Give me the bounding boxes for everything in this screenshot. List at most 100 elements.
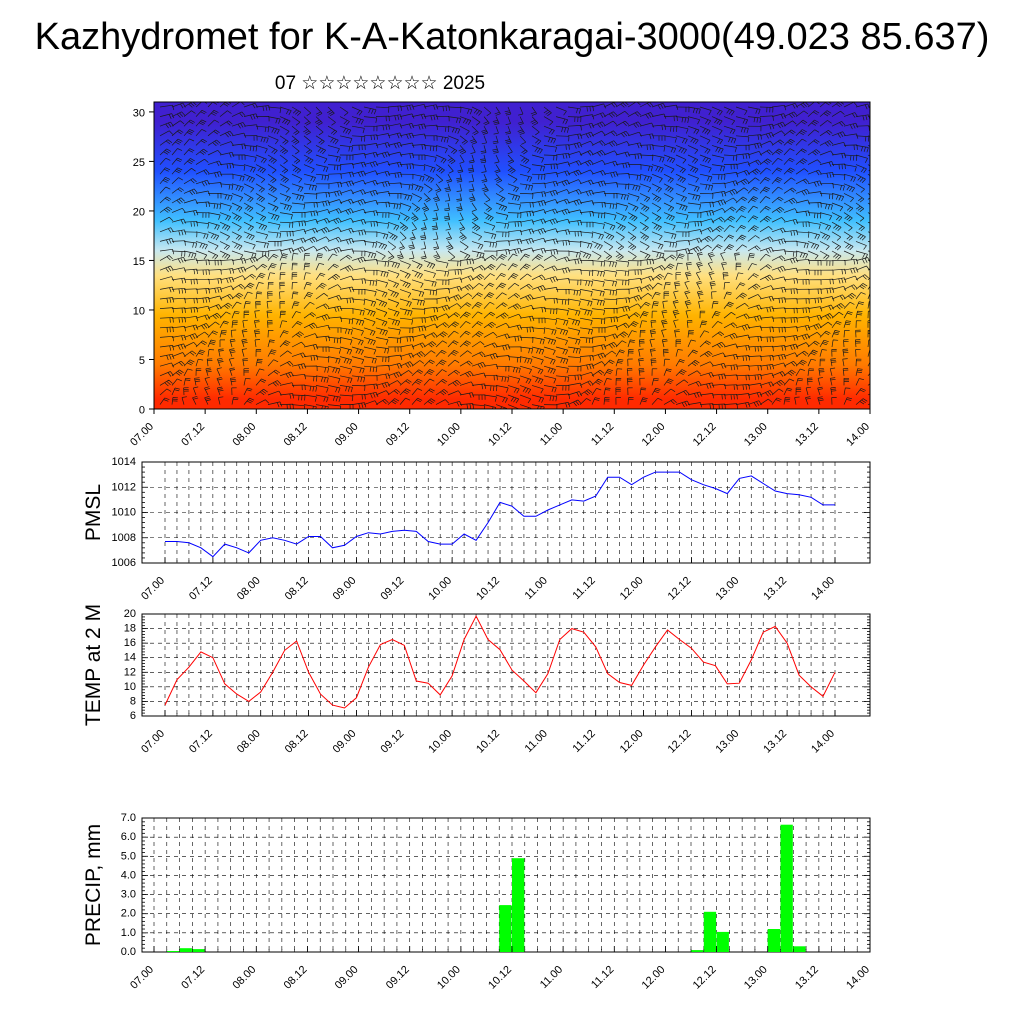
x-tick-label: 09.12 [384, 421, 412, 449]
temp-panel: 6 8 10 12 14 16 18 20 07.00 07.12 08.00 08.12 09.00 0… [82, 604, 871, 756]
x-tick-label: 07.00 [128, 421, 156, 449]
x-tick-label: 08.12 [283, 575, 311, 603]
x-tick-label: 09.00 [333, 964, 361, 992]
chart-subtitle: 07 ☆☆☆☆☆☆☆☆ 2025 [274, 73, 486, 94]
x-tick-label: 07.12 [179, 421, 207, 449]
y-tick-label: 15 [133, 256, 145, 268]
x-tick-label: 08.12 [282, 964, 310, 992]
x-tick-label: 09.12 [378, 575, 406, 603]
y-tick-label: 10 [133, 305, 145, 317]
y-tick-label: 6 [130, 710, 136, 722]
y-tick-label: 20 [124, 608, 136, 620]
x-tick-label: 12.12 [691, 421, 719, 449]
y-tick-label: 7.0 [121, 812, 136, 824]
x-tick-label: 07.12 [179, 964, 207, 992]
y-tick-label: 16 [124, 637, 136, 649]
y-tick-label: 1006 [112, 557, 136, 569]
y-tick-label: 20 [133, 206, 145, 218]
x-tick-label: 07.00 [139, 728, 167, 756]
x-tick-label: 08.00 [230, 964, 258, 992]
x-tick-label: 09.12 [384, 964, 412, 992]
precip-bar [166, 951, 180, 952]
x-tick-label: 09.00 [331, 575, 359, 603]
x-tick-label: 09.00 [331, 728, 359, 756]
x-tick-label: 08.12 [282, 421, 310, 449]
x-tick-label: 13.00 [742, 421, 770, 449]
x-tick-label: 13.12 [793, 964, 821, 992]
chart-title: Kazhydromet for K-A-Katonkaragai-3000(49… [34, 16, 990, 58]
x-tick-label: 11.00 [523, 728, 550, 755]
precip-bar [793, 946, 806, 952]
x-tick-label: 07.00 [139, 575, 167, 603]
precip-bar [691, 950, 704, 952]
x-tick-label: 10.00 [435, 421, 463, 449]
precip-bar [703, 911, 717, 952]
y-tick-label: 14 [124, 652, 136, 664]
y-tick-label: 1010 [112, 507, 136, 519]
y-tick-label: 5.0 [121, 850, 136, 862]
x-tick-label: 10.12 [486, 964, 514, 992]
x-tick-label: 08.00 [235, 728, 263, 756]
x-tick-label: 12.12 [666, 728, 694, 756]
y-tick-label: 30 [133, 107, 145, 119]
x-tick-label: 07.12 [187, 575, 215, 603]
y-tick-label: 1012 [112, 481, 136, 493]
y-tick-label: 12 [124, 666, 136, 678]
x-tick-label: 12.00 [618, 575, 646, 603]
x-tick-label: 09.00 [333, 421, 361, 449]
x-tick-label: 08.00 [230, 421, 258, 449]
x-tick-label: 11.00 [538, 964, 565, 991]
x-tick-label: 08.00 [235, 575, 263, 603]
y-axis-title: PRECIP, mm [82, 824, 105, 946]
y-tick-label: 10 [124, 681, 136, 693]
x-tick-label: 14.00 [844, 964, 872, 992]
precip-bar [780, 824, 793, 952]
x-tick-label: 13.00 [713, 728, 741, 756]
x-tick-label: 11.12 [570, 728, 597, 755]
y-tick-label: 1014 [112, 456, 136, 468]
x-tick-label: 13.12 [761, 728, 789, 756]
y-tick-label: 1.0 [121, 927, 136, 939]
x-tick-label: 10.12 [486, 421, 514, 449]
y-tick-label: 0.0 [121, 946, 136, 958]
y-tick-label: 0 [139, 405, 145, 417]
y-tick-label: 25 [133, 157, 145, 169]
y-tick-label: 2.0 [121, 908, 136, 920]
precip-bar [192, 949, 205, 952]
x-tick-label: 13.12 [793, 421, 821, 449]
x-tick-label: 11.00 [523, 575, 550, 602]
y-tick-label: 6.0 [121, 831, 136, 843]
precip-bar [767, 929, 780, 952]
y-tick-label: 1008 [112, 532, 136, 544]
y-tick-label: 8 [130, 695, 136, 707]
y-axis-title: PMSL [82, 484, 105, 541]
y-tick-label: 4.0 [121, 869, 136, 881]
x-tick-label: 12.12 [691, 964, 719, 992]
x-tick-label: 14.00 [844, 421, 872, 449]
precip-panel: 0.0 1.0 2.0 3.0 4.0 5.0 6.0 7.0 07.00 07.12 08.00 0… [82, 812, 872, 992]
precip-bar [499, 905, 512, 952]
x-tick-label: 10.00 [426, 575, 454, 603]
y-axis-title: TEMP at 2 M [82, 604, 105, 726]
pmsl-panel: 1006 1008 1010 1012 1014 07.00 07.12 08.00 08.12… [82, 456, 871, 603]
x-tick-label: 13.12 [761, 575, 789, 603]
x-tick-label: 11.00 [538, 421, 565, 448]
y-tick-label: 5 [139, 355, 145, 367]
precip-bar [716, 931, 729, 952]
x-tick-label: 12.12 [666, 575, 694, 603]
x-tick-label: 14.00 [809, 728, 837, 756]
plot-frame [141, 613, 871, 717]
temperature-line [164, 615, 836, 709]
x-tick-label: 09.12 [378, 728, 406, 756]
x-tick-label: 10.00 [426, 728, 454, 756]
y-tick-label: 3.0 [121, 889, 136, 901]
x-tick-label: 08.12 [283, 728, 311, 756]
x-tick-label: 07.00 [128, 964, 156, 992]
x-tick-label: 10.12 [474, 728, 502, 756]
x-tick-label: 10.00 [435, 964, 463, 992]
x-tick-label: 07.12 [187, 728, 215, 756]
pmsl-line [165, 471, 835, 558]
x-tick-label: 13.00 [713, 575, 741, 603]
wind-barbs [159, 102, 870, 409]
